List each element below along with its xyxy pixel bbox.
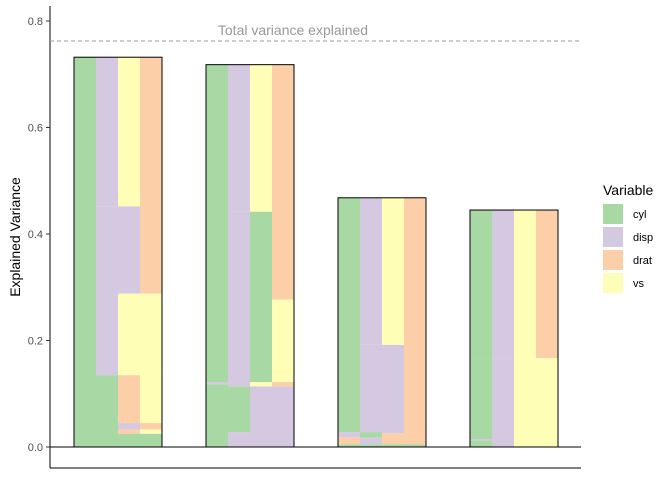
bar-segment-disp: [96, 57, 119, 207]
y-tick-label: 0.6: [28, 123, 43, 135]
bar-segment-cyl: [74, 57, 97, 448]
bar-segment-cyl: [338, 444, 361, 447]
bar-segment-disp: [492, 358, 515, 440]
bar-segment-disp: [272, 386, 295, 447]
bar-group-1: [73, 56, 163, 448]
bar-segment-disp: [492, 439, 515, 447]
bar-segment-drat: [140, 57, 163, 294]
bar-segment-cyl: [382, 444, 405, 447]
legend-title: Variable: [603, 182, 654, 198]
bar-segment-vs: [118, 57, 141, 207]
bar-segment-vs: [514, 210, 537, 359]
bar-segment-disp: [360, 437, 383, 445]
axes-layer: Total variance explained 0.0 0.2 0.4 0.6 0.8…: [7, 6, 581, 469]
bar-segment-disp: [382, 344, 405, 434]
bar-segment-disp: [228, 64, 251, 212]
bar-segment-disp: [228, 211, 251, 383]
bar-segment-cyl: [206, 384, 229, 447]
bar-segment-vs: [118, 293, 141, 376]
bar-segment-disp: [470, 439, 493, 441]
bar-segment-vs: [272, 299, 295, 383]
bar-segment-disp: [492, 210, 515, 359]
bar-segment-cyl: [206, 64, 229, 383]
bar-segment-drat: [118, 429, 141, 434]
bar-segment-disp: [118, 423, 141, 430]
bar-segment-drat: [272, 64, 295, 300]
bar-segment-vs: [250, 64, 273, 212]
total-variance-label: Total variance explained: [218, 22, 368, 38]
bar-segment-vs: [140, 293, 163, 376]
legend-swatch-disp: [603, 227, 623, 247]
legend-swatch-cyl: [603, 204, 623, 224]
bar-segment-vs: [536, 439, 559, 447]
bar-segment-cyl: [470, 210, 493, 359]
bars-layer: [73, 56, 559, 448]
legend-label-vs: vs: [633, 278, 645, 290]
bar-segment-cyl: [140, 433, 163, 447]
bar-segment-disp: [228, 382, 251, 387]
y-tick-label: 0.4: [28, 229, 43, 241]
bar-segment-vs: [250, 382, 273, 387]
bar-segment-disp: [250, 386, 273, 447]
bar-segment-cyl: [360, 432, 383, 438]
bar-group-4: [469, 209, 559, 448]
bar-group-2: [205, 64, 295, 448]
bar-segment-cyl: [404, 444, 427, 447]
bar-segment-cyl: [96, 375, 119, 447]
bar-group-3: [337, 197, 427, 448]
bar-segment-cyl: [228, 386, 251, 433]
y-tick-label: 0.0: [28, 442, 43, 454]
bar-segment-disp: [118, 206, 141, 294]
y-tick-label: 0.2: [28, 336, 43, 348]
bar-segment-vs: [140, 375, 163, 424]
bar-segment-cyl: [470, 440, 493, 447]
bar-segment-drat: [338, 437, 361, 445]
legend: Variable cyl disp drat vs: [603, 182, 654, 293]
bar-segment-disp: [360, 197, 383, 345]
bar-segment-cyl: [118, 433, 141, 447]
bar-segment-vs: [382, 197, 405, 345]
legend-label-disp: disp: [633, 232, 653, 244]
bar-segment-disp: [206, 382, 229, 385]
legend-swatch-vs: [603, 273, 623, 293]
bar-segment-drat: [272, 382, 295, 387]
legend-swatch-drat: [603, 250, 623, 270]
bar-segment-vs: [140, 429, 163, 434]
bar-segment-drat: [140, 423, 163, 430]
bar-segment-drat: [382, 433, 405, 445]
bar-segment-drat: [404, 197, 427, 445]
legend-label-cyl: cyl: [633, 209, 646, 221]
bar-segment-disp: [338, 432, 361, 438]
bar-segment-disp: [96, 206, 119, 376]
y-axis-label: Explained Variance: [7, 177, 23, 297]
bar-segment-cyl: [338, 197, 361, 433]
bar-segment-cyl: [470, 358, 493, 440]
bar-segment-disp: [360, 344, 383, 433]
bar-segment-vs: [536, 358, 559, 440]
bar-segment-disp: [228, 432, 251, 447]
bar-segment-vs: [514, 358, 537, 440]
legend-label-drat: drat: [633, 255, 652, 267]
bar-segment-drat: [118, 375, 141, 424]
y-tick-label: 0.8: [28, 16, 43, 28]
bar-segment-cyl: [360, 444, 383, 447]
bar-segment-vs: [514, 439, 537, 447]
bar-segment-cyl: [250, 211, 273, 383]
bar-segment-drat: [536, 210, 559, 359]
y-ticks: 0.0 0.2 0.4 0.6 0.8: [28, 16, 50, 454]
